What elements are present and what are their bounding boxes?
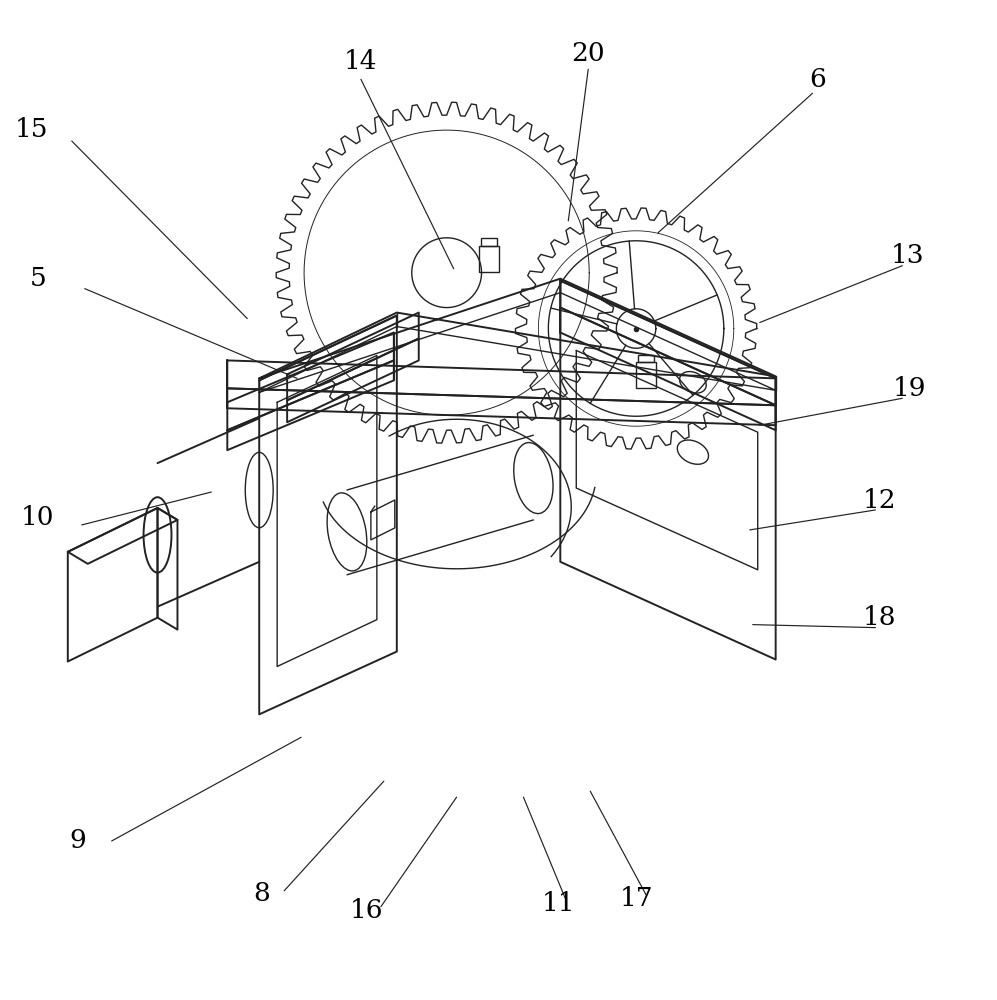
Text: 12: 12	[862, 488, 896, 512]
Text: 9: 9	[70, 828, 86, 853]
Text: 14: 14	[344, 49, 378, 74]
Text: 5: 5	[30, 266, 46, 291]
Text: 8: 8	[253, 881, 269, 906]
Text: 18: 18	[862, 605, 896, 630]
Text: 11: 11	[541, 891, 575, 916]
Bar	[638, 355, 654, 362]
Text: 6: 6	[810, 67, 826, 92]
Text: 20: 20	[571, 41, 605, 66]
Text: 17: 17	[619, 886, 653, 911]
Text: 16: 16	[350, 898, 384, 923]
Text: 15: 15	[15, 117, 49, 142]
Bar	[481, 238, 497, 246]
Text: 10: 10	[21, 505, 55, 530]
Text: 13: 13	[890, 243, 924, 268]
Text: 19: 19	[892, 376, 926, 401]
Bar	[479, 246, 498, 272]
Bar	[636, 362, 656, 388]
